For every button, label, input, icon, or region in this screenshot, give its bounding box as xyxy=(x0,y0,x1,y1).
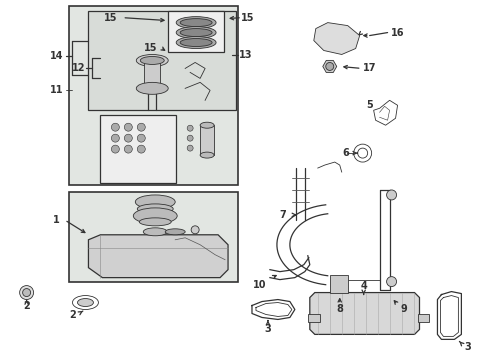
Text: 15: 15 xyxy=(143,42,157,53)
Text: 9: 9 xyxy=(399,305,406,315)
Circle shape xyxy=(187,135,193,141)
Text: 12: 12 xyxy=(72,63,85,73)
Text: 2: 2 xyxy=(23,301,30,311)
Ellipse shape xyxy=(180,19,212,27)
Text: 7: 7 xyxy=(279,210,285,220)
Bar xyxy=(68,192,238,282)
Circle shape xyxy=(124,123,132,131)
Circle shape xyxy=(187,145,193,151)
Ellipse shape xyxy=(200,122,214,128)
Ellipse shape xyxy=(176,37,216,49)
Bar xyxy=(144,60,160,88)
Text: 3: 3 xyxy=(264,324,271,334)
Text: 4: 4 xyxy=(360,280,366,291)
Bar xyxy=(329,275,347,293)
Circle shape xyxy=(124,145,132,153)
Ellipse shape xyxy=(136,82,168,94)
Text: 10: 10 xyxy=(253,280,266,289)
Circle shape xyxy=(386,276,396,287)
Polygon shape xyxy=(313,23,359,54)
Ellipse shape xyxy=(140,57,164,64)
Polygon shape xyxy=(322,60,336,72)
Ellipse shape xyxy=(200,152,214,158)
Circle shape xyxy=(124,134,132,142)
Polygon shape xyxy=(309,293,419,334)
Circle shape xyxy=(22,289,31,297)
Text: 5: 5 xyxy=(366,100,372,110)
Bar xyxy=(88,11,236,110)
Text: 8: 8 xyxy=(336,305,343,315)
Bar xyxy=(200,125,214,155)
Circle shape xyxy=(111,145,119,153)
Text: 6: 6 xyxy=(342,148,348,158)
Circle shape xyxy=(20,285,34,300)
Circle shape xyxy=(137,134,145,142)
Ellipse shape xyxy=(165,229,185,235)
Text: 16: 16 xyxy=(390,28,404,37)
Text: 13: 13 xyxy=(239,50,252,60)
Ellipse shape xyxy=(133,208,177,224)
Circle shape xyxy=(191,226,199,234)
Circle shape xyxy=(137,123,145,131)
Ellipse shape xyxy=(176,27,216,39)
Bar xyxy=(417,315,428,323)
Text: 1: 1 xyxy=(53,215,60,225)
Ellipse shape xyxy=(139,218,171,226)
Circle shape xyxy=(111,134,119,142)
Ellipse shape xyxy=(176,17,216,28)
Text: 15: 15 xyxy=(241,13,254,23)
Circle shape xyxy=(111,123,119,131)
Bar xyxy=(168,11,224,53)
Text: 17: 17 xyxy=(362,63,376,73)
Text: 14: 14 xyxy=(50,51,63,62)
Text: 3: 3 xyxy=(463,342,470,352)
Ellipse shape xyxy=(137,204,173,214)
Ellipse shape xyxy=(77,298,93,306)
Ellipse shape xyxy=(180,39,212,46)
Bar xyxy=(68,6,238,185)
Circle shape xyxy=(137,145,145,153)
Text: 15: 15 xyxy=(103,13,117,23)
Polygon shape xyxy=(88,235,227,278)
Bar xyxy=(100,115,176,183)
Circle shape xyxy=(325,62,333,71)
Text: 11: 11 xyxy=(50,85,63,95)
Bar xyxy=(307,315,319,323)
Ellipse shape xyxy=(180,28,212,37)
Text: 2: 2 xyxy=(69,310,76,320)
Ellipse shape xyxy=(136,54,168,67)
Ellipse shape xyxy=(135,195,175,209)
Ellipse shape xyxy=(143,228,167,236)
Circle shape xyxy=(386,190,396,200)
Circle shape xyxy=(187,125,193,131)
